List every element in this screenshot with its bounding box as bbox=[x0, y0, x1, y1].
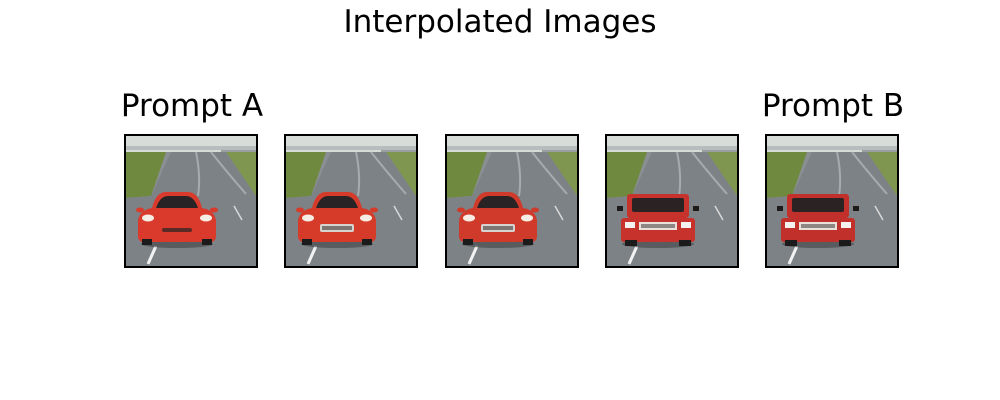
car-image-2 bbox=[286, 136, 416, 266]
panel-title-prompt-b: Prompt B bbox=[761, 88, 905, 124]
image-panel-3 bbox=[445, 134, 579, 268]
image-panel-4 bbox=[605, 134, 739, 268]
image-panel-2 bbox=[284, 134, 418, 268]
image-panel-5 bbox=[765, 134, 899, 268]
figure-title: Interpolated Images bbox=[343, 4, 657, 40]
image-panel-1 bbox=[124, 134, 258, 268]
car-image-1 bbox=[126, 136, 256, 266]
car-image-3 bbox=[447, 136, 577, 266]
car-image-5 bbox=[767, 136, 897, 266]
car-image-4 bbox=[607, 136, 737, 266]
panel-title-prompt-a: Prompt A bbox=[120, 88, 264, 124]
